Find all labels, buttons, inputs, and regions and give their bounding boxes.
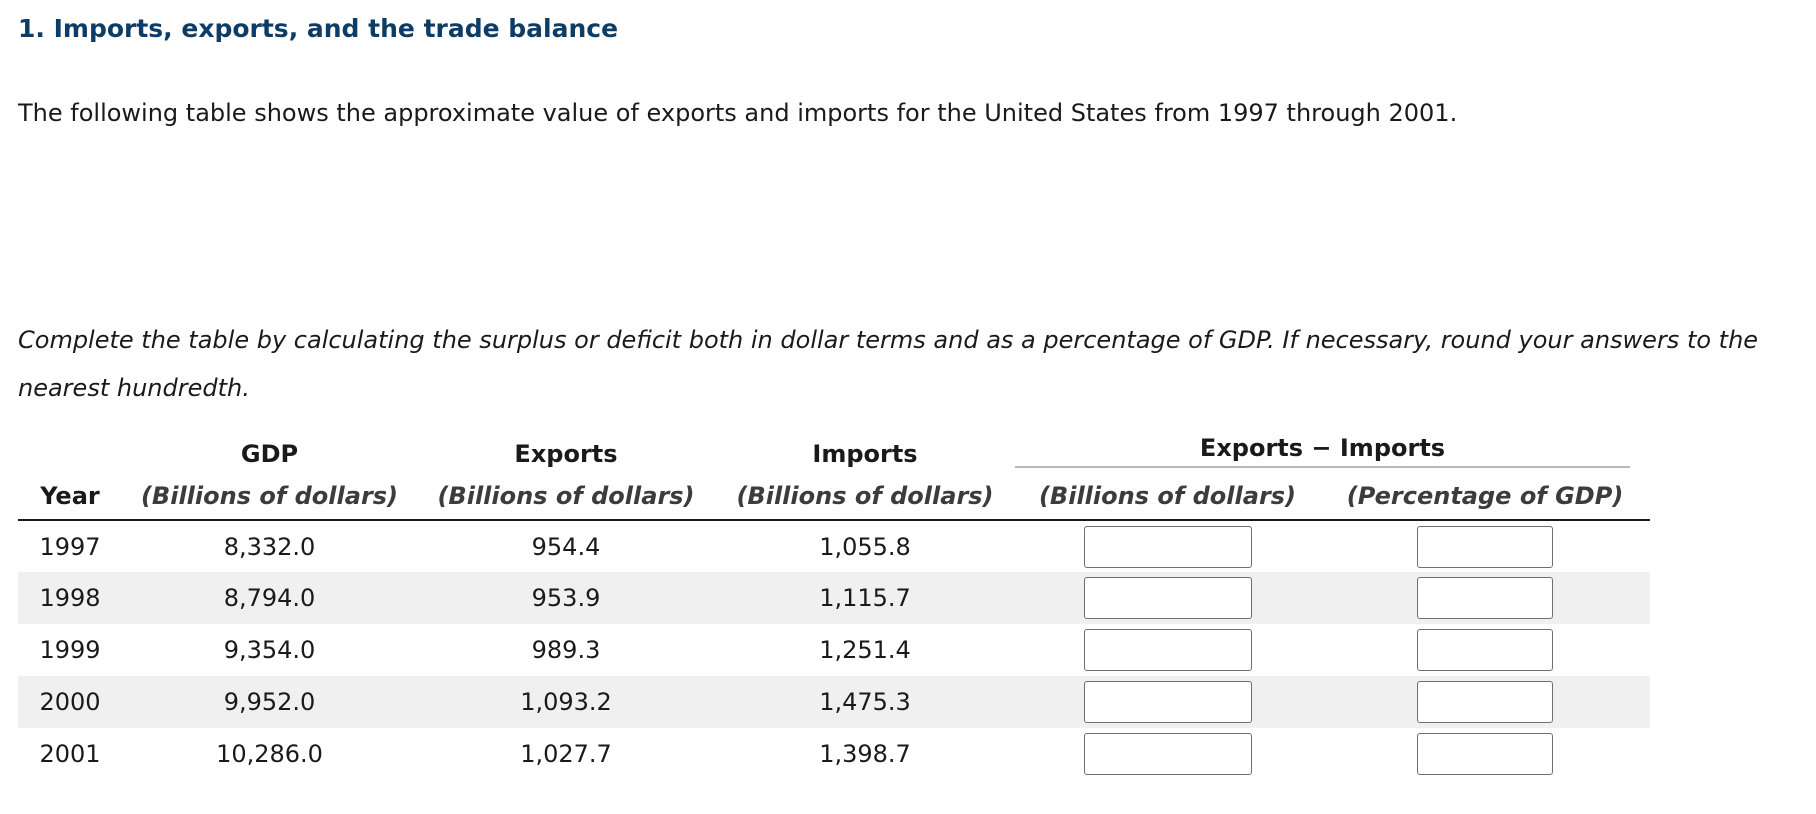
difference-dollars-input-2001[interactable] (1083, 733, 1252, 775)
table-row: 2000 9,952.0 1,093.2 1,475.3 (18, 676, 1650, 728)
cell-exports: 989.3 (531, 636, 601, 664)
difference-dollars-input-1997[interactable] (1083, 525, 1252, 568)
question-heading: 1. Imports, exports, and the trade balan… (18, 14, 619, 43)
header-imports-unit: (Billions of dollars) (715, 472, 1015, 521)
cell-year: 2000 (39, 688, 101, 716)
header-imports: Imports (812, 440, 918, 468)
cell-year: 1998 (39, 584, 101, 612)
cell-gdp: 8,794.0 (223, 584, 316, 612)
cell-exports: 1,093.2 (520, 688, 612, 716)
cell-gdp: 9,354.0 (223, 636, 316, 664)
table-row: 2001 10,286.0 1,027.7 1,398.7 (18, 728, 1650, 780)
table-body: 1997 8,332.0 954.4 1,055.8 1998 8,794.0 … (18, 520, 1650, 780)
cell-year: 1997 (39, 532, 101, 561)
cell-difference-percent (1320, 624, 1650, 676)
trade-balance-table: GDP Exports Imports Exports − Imports Ye… (18, 430, 1650, 780)
header-exports-minus-imports-label: Exports − Imports (1015, 434, 1630, 468)
cell-difference-percent (1320, 728, 1650, 780)
header-exports-minus-imports: Exports − Imports (1015, 430, 1650, 472)
header-empty-year (18, 430, 122, 472)
header-year: Year (18, 472, 122, 521)
difference-percent-input-2001[interactable] (1417, 733, 1553, 775)
cell-exports: 953.9 (531, 584, 601, 612)
cell-difference-dollars (1015, 728, 1320, 780)
difference-percent-input-1998[interactable] (1417, 577, 1553, 619)
cell-exports: 954.4 (531, 532, 601, 561)
table-header: GDP Exports Imports Exports − Imports Ye… (18, 430, 1650, 521)
difference-dollars-input-2000[interactable] (1083, 681, 1252, 723)
difference-percent-input-1999[interactable] (1417, 629, 1553, 671)
cell-difference-dollars (1015, 676, 1320, 728)
cell-exports: 1,027.7 (520, 740, 612, 768)
instructions-text: Complete the table by calculating the su… (18, 326, 1759, 402)
cell-difference-dollars (1015, 572, 1320, 624)
header-difference-percent-unit: (Percentage of GDP) (1320, 472, 1650, 521)
cell-imports: 1,115.7 (819, 584, 911, 612)
cell-difference-percent (1320, 520, 1650, 572)
difference-dollars-input-1999[interactable] (1083, 629, 1252, 671)
cell-year: 1999 (39, 636, 101, 664)
difference-percent-input-2000[interactable] (1417, 681, 1553, 723)
cell-difference-dollars (1015, 520, 1320, 572)
difference-percent-input-1997[interactable] (1417, 525, 1553, 568)
header-exports: Exports (514, 440, 618, 468)
header-gdp: GDP (240, 440, 299, 468)
cell-gdp: 10,286.0 (216, 740, 323, 768)
cell-imports: 1,055.8 (819, 532, 911, 561)
table-row: 1999 9,354.0 989.3 1,251.4 (18, 624, 1650, 676)
header-row-titles: GDP Exports Imports Exports − Imports (18, 430, 1650, 472)
cell-difference-percent (1320, 572, 1650, 624)
cell-year: 2001 (39, 740, 101, 768)
header-gdp-unit: (Billions of dollars) (122, 472, 417, 521)
header-exports-unit: (Billions of dollars) (417, 472, 715, 521)
cell-imports: 1,475.3 (819, 688, 911, 716)
cell-difference-dollars (1015, 624, 1320, 676)
cell-imports: 1,251.4 (819, 636, 911, 664)
header-difference-dollars-unit: (Billions of dollars) (1015, 472, 1320, 521)
cell-gdp: 8,332.0 (223, 532, 316, 561)
table-row: 1997 8,332.0 954.4 1,055.8 (18, 520, 1650, 572)
table-row: 1998 8,794.0 953.9 1,115.7 (18, 572, 1650, 624)
cell-imports: 1,398.7 (819, 740, 911, 768)
cell-difference-percent (1320, 676, 1650, 728)
difference-dollars-input-1998[interactable] (1083, 577, 1252, 619)
cell-gdp: 9,952.0 (223, 688, 316, 716)
header-row-units: Year (Billions of dollars) (Billions of … (18, 472, 1650, 521)
intro-text: The following table shows the approximat… (18, 99, 1458, 127)
